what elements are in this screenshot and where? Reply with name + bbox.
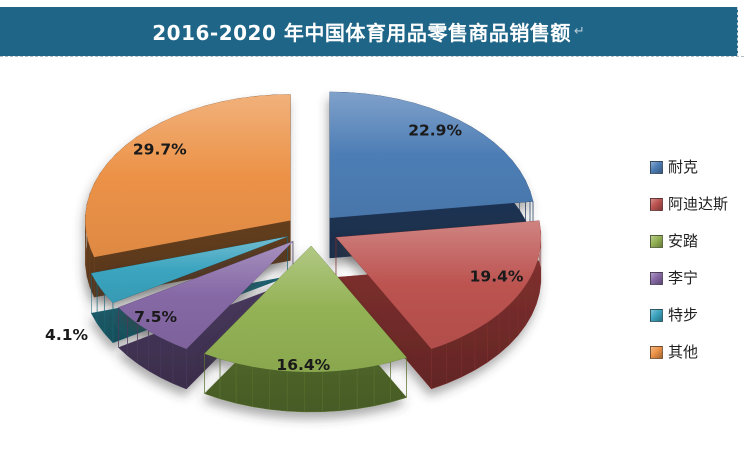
pie-label-2: 16.4%: [276, 356, 330, 374]
pie-label-1: 19.4%: [470, 267, 524, 285]
legend-key-icon: [650, 235, 663, 248]
legend-key-icon: [650, 346, 663, 359]
legend-item-5: 其他: [650, 341, 728, 364]
legend-label: 阿迪达斯: [668, 195, 729, 213]
legend-label: 安踏: [668, 232, 699, 250]
chart-legend: 耐克阿迪达斯安踏李宁特步其他: [650, 156, 728, 378]
pie-label-0: 22.9%: [408, 121, 462, 139]
legend-label: 李宁: [668, 269, 699, 287]
legend-item-4: 特步: [650, 304, 728, 327]
legend-label: 特步: [668, 306, 699, 324]
pie-label-4: 4.1%: [45, 326, 88, 344]
pie-label-3: 7.5%: [134, 308, 177, 326]
legend-item-1: 阿迪达斯: [650, 193, 728, 216]
pie-label-5: 29.7%: [133, 141, 187, 159]
title-banner-row: 2016-2020 年中国体育用品零售商品销售额 ↵: [0, 0, 744, 57]
legend-label: 其他: [668, 343, 699, 361]
title-banner: 2016-2020 年中国体育用品零售商品销售额 ↵: [0, 7, 738, 56]
legend-key-icon: [650, 309, 663, 322]
legend-key-icon: [650, 272, 663, 285]
pie-slice-1: [335, 220, 542, 390]
legend-item-2: 安踏: [650, 230, 728, 253]
paragraph-mark-icon: ↵: [573, 24, 585, 39]
legend-item-0: 耐克: [650, 156, 728, 179]
pie-slice-2: [204, 245, 407, 413]
legend-label: 耐克: [668, 158, 699, 176]
legend-key-icon: [650, 161, 663, 174]
legend-key-icon: [650, 198, 663, 211]
legend-item-3: 李宁: [650, 267, 728, 290]
chart-title: 2016-2020 年中国体育用品零售商品销售额: [152, 21, 571, 45]
